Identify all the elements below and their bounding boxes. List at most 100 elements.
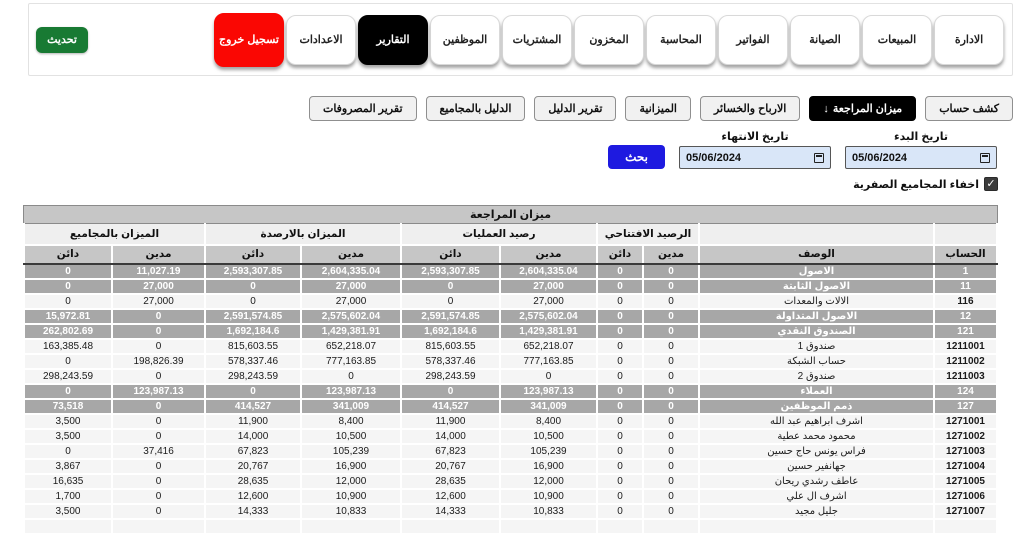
- oc-value-cell: 0: [596, 367, 644, 385]
- td-value-cell: 123,987.13: [111, 382, 206, 400]
- account-cell: 116: [933, 292, 998, 310]
- report-tab-الدليل بالمجاميع[interactable]: الدليل بالمجاميع: [425, 96, 526, 121]
- oc-value-cell: 0: [596, 382, 644, 400]
- bc-value-cell: 14,333: [204, 502, 302, 520]
- tc-value-cell: 163,385.48: [22, 337, 114, 355]
- calendar-icon[interactable]: [814, 152, 824, 163]
- tab-label: ميزان المراجعة: [832, 103, 903, 115]
- date-filters: تاريخ البدء 05/06/2024 تاريخ الانتهاء 05…: [608, 130, 997, 169]
- report-tab-تقرير المصروفات[interactable]: تقرير المصروفات: [308, 96, 417, 121]
- pd-value-cell: 123,987.13: [499, 382, 598, 400]
- report-tab-الميزانية[interactable]: الميزانية: [625, 96, 691, 121]
- col-credit: دائن: [204, 243, 302, 265]
- table-row[interactable]: 1211002 حساب الشبكة 0 0 777,163.85 578,337.46…: [22, 352, 998, 370]
- oc-value-cell: 0: [596, 352, 644, 370]
- table-row[interactable]: 1271003 فراس يونس حاج حسين 0 0 105,239 67,823…: [22, 442, 998, 460]
- od-value-cell: 0: [642, 322, 700, 340]
- account-cell: 1271007: [933, 502, 998, 520]
- bc-value-cell: 0: [204, 382, 302, 400]
- hide-zero-label: اخفاء المجاميع الصفرية: [853, 178, 979, 191]
- table-row[interactable]: 1271002 محمود محمد عطية 0 0 10,500 14,000 10,5…: [22, 427, 998, 445]
- bc-value-cell: 14,000: [204, 427, 302, 445]
- table-row[interactable]: 1271001 اشرف ابراهيم عبد الله 0 0 8,400 11,90…: [22, 412, 998, 430]
- account-cell: 1271002: [933, 427, 998, 445]
- tc-value-cell: 3,500: [22, 502, 114, 520]
- oc-value-cell: 0: [596, 277, 644, 295]
- table-row[interactable]: 121 الصندوق النقدي 0 0 1,429,381.91 1,692,184…: [22, 322, 998, 340]
- table-row[interactable]: 11 الاصول الثابتة 0 0 27,000 0 27,000 0 27,000 0: [22, 277, 998, 295]
- od-value-cell: 0: [642, 367, 700, 385]
- od-value-cell: 0: [642, 472, 700, 490]
- bd-value-cell: 27,000: [300, 277, 402, 295]
- bd-value-cell: 105,239: [300, 442, 402, 460]
- col-debit: مدين: [300, 243, 402, 265]
- table-row[interactable]: 116 الالات والمعدات 0 0 27,000 0 27,000 0 27,000…: [22, 292, 998, 310]
- hide-zero-totals-toggle[interactable]: ✓ اخفاء المجاميع الصفرية: [853, 177, 998, 191]
- td-value-cell: 0: [111, 322, 206, 340]
- table-title: ميزان المراجعة: [23, 205, 998, 224]
- col-debit: مدين: [499, 243, 598, 265]
- table-row[interactable]: 12 الاصول المتداولة 0 0 2,575,602.04 2,591,57…: [22, 307, 998, 325]
- table-row[interactable]: 1271004 جهانفير حسين 0 0 16,900 20,767 16,900 2…: [22, 457, 998, 475]
- od-value-cell: 0: [642, 487, 700, 505]
- table-row[interactable]: 127 ذمم الموظفين 0 0 341,009 414,527 341,009 41…: [22, 397, 998, 415]
- pc-value-cell: 1,692,184.6: [400, 322, 501, 340]
- nav-button-active-التقارير[interactable]: التقارير: [358, 14, 428, 65]
- td-value-cell: 0: [111, 337, 206, 355]
- end-date-input[interactable]: 05/06/2024: [679, 146, 831, 169]
- pd-value-cell: 341,009: [499, 397, 598, 415]
- nav-button-default-الاعدادات[interactable]: الاعدادات: [286, 14, 356, 65]
- bd-value-cell: 0: [300, 367, 402, 385]
- nav-button-default-المبيعات[interactable]: المبيعات: [862, 14, 932, 65]
- tab-label: الارباح والخسائر: [713, 103, 787, 115]
- od-value-cell: 0: [642, 292, 700, 310]
- report-tab-تقرير الدليل[interactable]: تقرير الدليل: [534, 96, 617, 121]
- description-cell: فراس يونس حاج حسين: [698, 442, 935, 460]
- start-date-input[interactable]: 05/06/2024: [845, 146, 997, 169]
- table-row[interactable]: 1 الاصول 0 0 2,604,335.04 2,593,307.85 2,604,3…: [22, 262, 998, 280]
- nav-button-default-الموظفين[interactable]: الموظفين: [430, 14, 500, 65]
- account-cell: 1271003: [933, 442, 998, 460]
- nav-button-default-الفواتير[interactable]: الفواتير: [718, 14, 788, 65]
- tc-value-cell: 0: [22, 382, 114, 400]
- report-tab-ميزان المراجعة[interactable]: ميزان المراجعة ↓: [809, 96, 917, 121]
- report-tab-كشف حساب[interactable]: كشف حساب: [925, 96, 1013, 121]
- pc-value-cell: 2,591,574.85: [400, 307, 501, 325]
- tab-label: تقرير الدليل: [548, 103, 603, 115]
- tc-value-cell: 0: [22, 442, 114, 460]
- refresh-button[interactable]: تحديث: [36, 26, 88, 53]
- nav-button-default-المحاسبة[interactable]: المحاسبة: [646, 14, 716, 65]
- nav-button-default-المشتريات[interactable]: المشتريات: [502, 14, 572, 65]
- table-row[interactable]: 1211003 صندوق 2 0 0 0 298,243.59 0 298,243.59 0 2…: [22, 367, 998, 385]
- td-value-cell: 27,000: [111, 292, 206, 310]
- td-value-cell: 0: [111, 397, 206, 415]
- tc-value-cell: 15,972.81: [22, 307, 114, 325]
- description-cell: عاطف رشدي ريحان: [698, 472, 935, 490]
- table-row[interactable]: 1271007 جليل مجيد 0 0 10,833 14,333 10,833 14,3…: [22, 502, 998, 520]
- nav-button-logout-تسجيل خروج[interactable]: تسجيل خروج: [214, 12, 284, 67]
- pd-value-cell: 10,900: [499, 487, 598, 505]
- table-row[interactable]: 1271006 اشرف ال علي 0 0 10,900 12,600 10,900 12…: [22, 487, 998, 505]
- bd-value-cell: 10,833: [300, 502, 402, 520]
- bd-value-cell: 2,604,335.04: [300, 262, 402, 280]
- od-value-cell: 0: [642, 277, 700, 295]
- nav-button-default-الصيانة[interactable]: الصيانة: [790, 14, 860, 65]
- description-cell: ذمم الموظفين: [698, 397, 935, 415]
- search-button[interactable]: بحث: [608, 145, 665, 169]
- od-value-cell: 0: [642, 412, 700, 430]
- table-row[interactable]: 1211001 صندوق 1 0 0 652,218.07 815,603.55 652,…: [22, 337, 998, 355]
- nav-button-default-الادارة[interactable]: الادارة: [934, 14, 1004, 65]
- nav-button-default-المخزون[interactable]: المخزون: [574, 14, 644, 65]
- report-tab-الارباح والخسائر[interactable]: الارباح والخسائر: [699, 96, 801, 121]
- pc-value-cell: 28,635: [400, 472, 501, 490]
- pd-value-cell: 10,833: [499, 502, 598, 520]
- bc-value-cell: 2,591,574.85: [204, 307, 302, 325]
- col-debit: مدين: [642, 243, 700, 265]
- pd-value-cell: 105,239: [499, 442, 598, 460]
- calendar-icon[interactable]: [980, 152, 990, 163]
- table-row[interactable]: 124 العملاء 0 0 123,987.13 0 123,987.13 0 123,98…: [22, 382, 998, 400]
- table-row[interactable]: 1271005 عاطف رشدي ريحان 0 0 12,000 28,635 12,0…: [22, 472, 998, 490]
- oc-value-cell: 0: [596, 337, 644, 355]
- checkbox-checked-icon[interactable]: ✓: [984, 177, 998, 191]
- pd-value-cell: 12,000: [499, 472, 598, 490]
